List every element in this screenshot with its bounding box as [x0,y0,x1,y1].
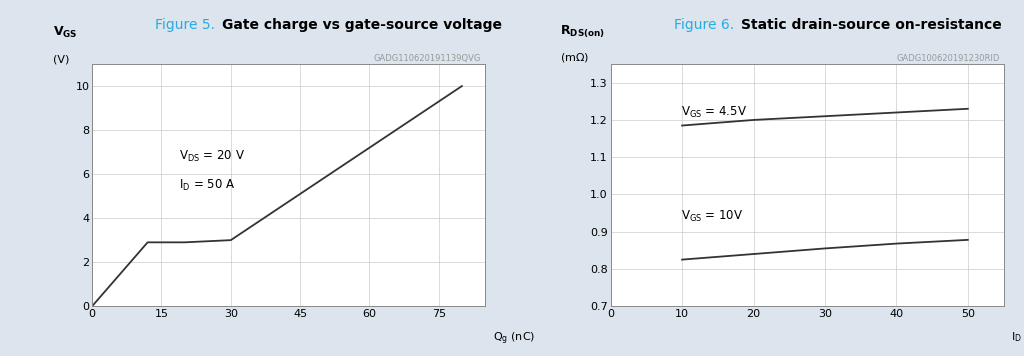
Text: V$_{\mathregular{DS}}$ = 20 V: V$_{\mathregular{DS}}$ = 20 V [178,148,245,164]
Text: V$_{\mathregular{GS}}$ = 10V: V$_{\mathregular{GS}}$ = 10V [681,209,743,224]
Text: V$_{\mathregular{GS}}$ = 4.5V: V$_{\mathregular{GS}}$ = 4.5V [681,105,748,120]
Text: GADG110620191139QVG: GADG110620191139QVG [374,54,481,63]
Text: GADG100620191230RID: GADG100620191230RID [896,54,999,63]
Text: (m$\Omega$): (m$\Omega$) [560,51,589,64]
Text: I$_{\mathregular{D}}$ = 50 A: I$_{\mathregular{D}}$ = 50 A [178,178,234,193]
Text: V$_{\mathregular{GS}}$: V$_{\mathregular{GS}}$ [53,25,78,40]
Text: R$_{\mathregular{DS(on)}}$: R$_{\mathregular{DS(on)}}$ [560,23,604,40]
Text: (V): (V) [53,54,70,64]
Text: Figure 5.: Figure 5. [156,18,220,32]
Text: Figure 6.: Figure 6. [674,18,738,32]
Text: Q$_{\mathregular{g}}$ (nC): Q$_{\mathregular{g}}$ (nC) [493,330,536,347]
Text: Static drain-source on-resistance: Static drain-source on-resistance [740,18,1001,32]
Text: I$_{\mathregular{D}}$ (A): I$_{\mathregular{D}}$ (A) [1012,330,1024,344]
Text: Gate charge vs gate-source voltage: Gate charge vs gate-source voltage [222,18,502,32]
